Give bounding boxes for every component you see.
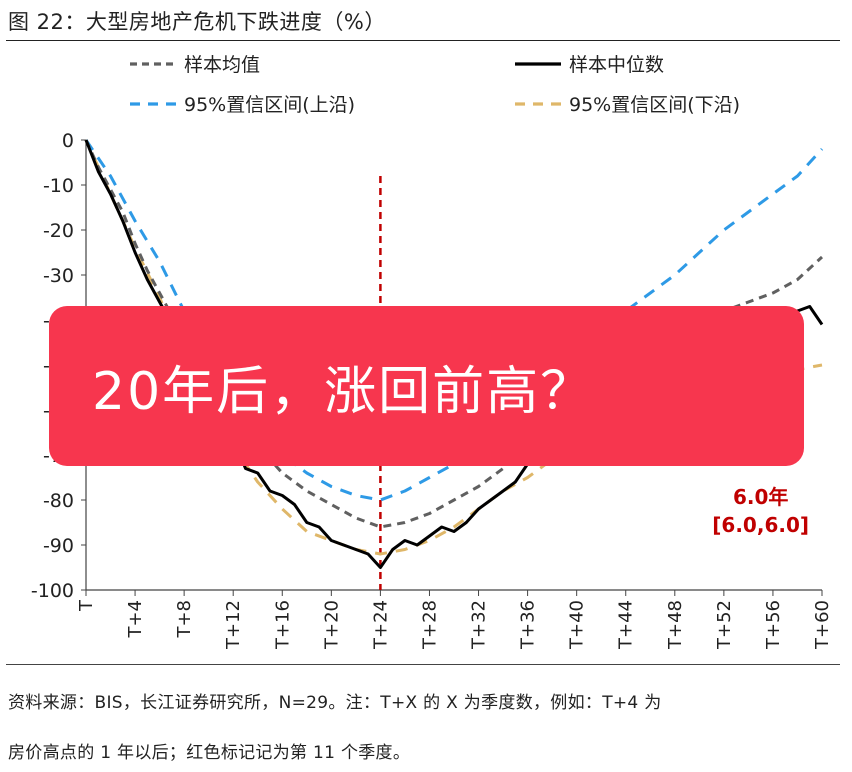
legend-item-upper-label: 95%置信区间(上沿) <box>184 94 355 116</box>
figure-title: 图 22：大型房地产危机下跌进度（%） <box>8 10 386 34</box>
x-tick-label: T+52 <box>714 600 735 650</box>
footnote-rule <box>6 664 840 665</box>
y-tick-label: -10 <box>43 175 74 197</box>
x-tick-label: T+56 <box>763 600 784 650</box>
x-tick-label: T+28 <box>419 600 440 650</box>
y-tick-label: -90 <box>43 535 74 557</box>
x-tick-label: T+44 <box>616 600 637 650</box>
x-tick-label: T+12 <box>223 600 244 650</box>
x-tick-label: T+60 <box>812 600 833 650</box>
legend-item-lower-label: 95%置信区间(下沿) <box>569 94 740 116</box>
x-tick-label: T+16 <box>272 600 293 650</box>
annotation-range: [6.0,6.0] <box>712 513 809 537</box>
y-tick-label: -30 <box>43 265 74 287</box>
series-line-upper <box>84 139 824 502</box>
legend-item-median-label: 样本中位数 <box>569 54 664 76</box>
footnote-line-2: 房价高点的 1 年以后；红色标记记为第 11 个季度。 <box>8 743 411 763</box>
legend-item-mean-label: 样本均值 <box>184 54 260 76</box>
x-tick-label: T+8 <box>174 600 195 639</box>
x-tick-label: T+20 <box>321 600 342 650</box>
x-tick-label: T+32 <box>469 600 490 650</box>
x-tick-label: T+36 <box>518 600 539 650</box>
x-tick-label: T <box>76 599 97 612</box>
overlay-banner: 20年后，涨回前高？ <box>49 306 804 466</box>
footnote-line-1: 资料来源：BIS，长江证券研究所，N=29。注：T+X 的 X 为季度数，例如：… <box>8 693 662 713</box>
legend: 样本均值 样本中位数 95%置信区间(上沿) 95%置信区间(下沿) <box>130 54 740 116</box>
y-tick-label: 0 <box>62 130 74 152</box>
y-tick-label: -80 <box>43 490 74 512</box>
title-rule <box>6 40 840 41</box>
y-tick-label: -100 <box>31 580 74 602</box>
x-tick-label: T+24 <box>370 600 391 650</box>
annotation-label: 6.0年 <box>733 485 788 509</box>
y-tick-label: -20 <box>43 220 74 242</box>
overlay-text: 20年后，涨回前高？ <box>92 361 595 422</box>
x-tick-label: T+40 <box>567 600 588 650</box>
x-tick-label: T+4 <box>125 600 146 639</box>
x-tick-label: T+48 <box>665 600 686 650</box>
